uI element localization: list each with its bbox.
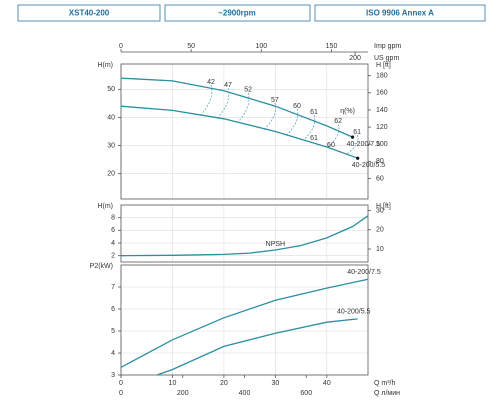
curve-label: 40-200/5.5 bbox=[352, 162, 386, 169]
x-axis-label: US gpm bbox=[374, 55, 399, 62]
efficiency-label: 60 bbox=[293, 103, 301, 110]
x-axis-label: Q л/мин bbox=[374, 390, 400, 397]
curve-label: 40-200/7.5 bbox=[347, 141, 381, 148]
iso-efficiency-line bbox=[327, 123, 340, 148]
header-box bbox=[164, 4, 311, 22]
y-tick-label: 6 bbox=[111, 306, 115, 313]
efficiency-label: 57 bbox=[271, 97, 279, 104]
y-tick-label: 4 bbox=[111, 350, 115, 357]
x-tick-label: 10 bbox=[169, 380, 177, 387]
efficiency-label: 52 bbox=[244, 87, 252, 94]
curve bbox=[120, 105, 358, 159]
curve bbox=[156, 318, 358, 376]
y2-axis-label: H [ft] bbox=[376, 203, 391, 210]
plot-frame bbox=[120, 204, 369, 263]
end-point bbox=[356, 156, 360, 160]
y-tick-label: 3 bbox=[111, 372, 115, 379]
y2-tick-label: 30 bbox=[376, 207, 384, 214]
iso-efficiency-line bbox=[200, 84, 213, 116]
curve bbox=[120, 77, 353, 138]
y-tick-label: 50 bbox=[107, 86, 115, 93]
curve-label: 40-200/7.5 bbox=[347, 269, 381, 276]
header-standard: ISO 9906 Annex A bbox=[366, 9, 434, 18]
y-axis-label: H(m) bbox=[97, 203, 113, 210]
y2-tick-label: 60 bbox=[376, 175, 384, 182]
plot-frame bbox=[120, 264, 369, 376]
y2-tick-label: 120 bbox=[376, 124, 388, 131]
iso-efficiency-line bbox=[286, 108, 299, 136]
efficiency-label: 60 bbox=[327, 142, 335, 149]
efficiency-label: 42 bbox=[207, 79, 215, 86]
end-point bbox=[350, 135, 355, 139]
x-axis-label: Imp gpm bbox=[374, 43, 401, 50]
x-tick-label: 100 bbox=[255, 43, 267, 50]
y-tick-label: 6 bbox=[111, 227, 115, 234]
efficiency-label: 61 bbox=[310, 135, 318, 142]
y2-tick-label: 160 bbox=[376, 90, 388, 97]
header-speed: ~2900rpm bbox=[218, 9, 256, 18]
efficiency-label: 61 bbox=[310, 109, 318, 116]
x-tick-label: 40 bbox=[323, 380, 331, 387]
x-tick-label: 20 bbox=[220, 380, 228, 387]
iso-efficiency-line bbox=[303, 114, 316, 141]
y2-tick-label: 100 bbox=[376, 141, 388, 148]
efficiency-label: 61 bbox=[353, 129, 361, 136]
y-axis-label: H(m) bbox=[97, 62, 113, 69]
efficiency-title: η(%) bbox=[340, 108, 355, 115]
header-box bbox=[314, 4, 486, 22]
x-tick-label: 0 bbox=[119, 43, 123, 50]
y-tick-label: 4 bbox=[111, 240, 115, 247]
x-tick-label: 150 bbox=[326, 43, 338, 50]
y2-tick-label: 180 bbox=[376, 73, 388, 80]
y-axis-label: P2(kW) bbox=[90, 263, 113, 270]
y-tick-label: 40 bbox=[107, 114, 115, 121]
x-axis-label: Q m³/h bbox=[374, 380, 395, 387]
y-tick-label: 20 bbox=[107, 171, 115, 178]
y2-axis-label: H [ft] bbox=[376, 62, 391, 69]
curve-label: NPSH bbox=[266, 241, 285, 248]
efficiency-label: 47 bbox=[224, 82, 232, 89]
y-tick-label: 2 bbox=[111, 253, 115, 260]
y-tick-label: 30 bbox=[107, 142, 115, 149]
y2-tick-label: 10 bbox=[376, 246, 384, 253]
header-box bbox=[17, 4, 161, 22]
y2-tick-label: 140 bbox=[376, 107, 388, 114]
iso-efficiency-line bbox=[217, 88, 230, 119]
curve bbox=[120, 278, 369, 368]
y-tick-label: 5 bbox=[111, 328, 115, 335]
y2-tick-label: 80 bbox=[376, 158, 384, 165]
x-tick-label: 600 bbox=[300, 390, 312, 397]
y-tick-label: 7 bbox=[111, 284, 115, 291]
iso-efficiency-line bbox=[237, 92, 250, 123]
y-tick-label: 8 bbox=[111, 215, 115, 222]
curve-label: 40-200/5.5 bbox=[337, 309, 371, 316]
x-tick-label: 50 bbox=[187, 43, 195, 50]
x-tick-label: 200 bbox=[177, 390, 189, 397]
curve bbox=[120, 215, 369, 257]
iso-efficiency-line bbox=[264, 102, 277, 130]
efficiency-label: 62 bbox=[334, 118, 342, 125]
x-tick-label: 200 bbox=[349, 55, 361, 62]
x-tick-label: 400 bbox=[239, 390, 251, 397]
plot-frame bbox=[120, 63, 369, 200]
iso-efficiency-line bbox=[346, 134, 359, 155]
x-tick-label: 0 bbox=[119, 380, 123, 387]
x-tick-label: 30 bbox=[271, 380, 279, 387]
header-model: XST40-200 bbox=[69, 9, 110, 18]
y2-tick-label: 20 bbox=[376, 227, 384, 234]
x-tick-label: 0 bbox=[119, 390, 123, 397]
